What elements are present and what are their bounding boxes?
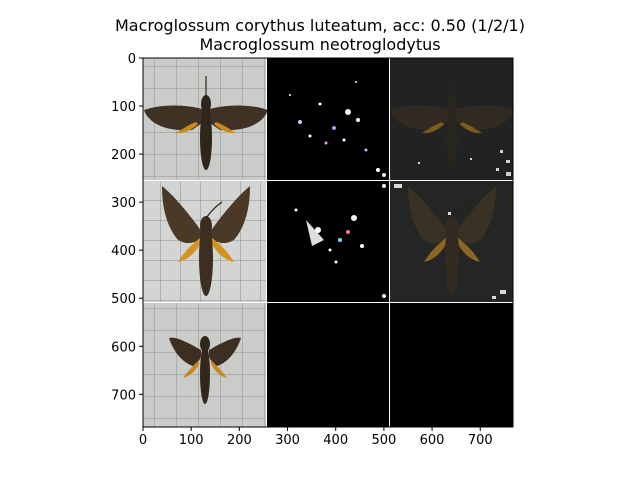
figure-title-line-1: Macroglossum corythus luteatum, acc: 0.5…	[115, 16, 525, 35]
masked-speckles-r1	[418, 150, 511, 176]
y-tick-label: 200	[111, 148, 136, 163]
panel-r3-c3-black	[390, 303, 513, 427]
y-tick-label: 500	[111, 292, 136, 307]
x-axis: 0 100 200 300 400 500 600 700	[139, 427, 493, 448]
masked-speckles-r2	[394, 184, 506, 299]
panel-r1-c2-saliency	[267, 58, 389, 180]
y-axis: 0 100 200 300 400 500 600 700	[111, 52, 143, 403]
y-tick-label: 300	[111, 196, 136, 211]
saliency-speckles-r1	[289, 81, 386, 177]
x-tick-label: 600	[420, 433, 445, 448]
y-tick-label: 700	[111, 388, 136, 403]
panel-r2-c2-saliency	[267, 181, 389, 302]
x-tick-label: 0	[139, 433, 147, 448]
x-tick-label: 200	[227, 433, 252, 448]
x-tick-label: 700	[468, 433, 493, 448]
figure-title-line-2: Macroglossum neotroglodytus	[199, 35, 441, 54]
x-tick-label: 500	[371, 433, 396, 448]
y-tick-label: 400	[111, 244, 136, 259]
y-tick-label: 600	[111, 340, 136, 355]
saliency-speckles-r2	[294, 184, 386, 298]
panel-r3-c2-black	[267, 303, 389, 427]
x-tick-label: 300	[275, 433, 300, 448]
x-tick-label: 400	[323, 433, 348, 448]
y-tick-label: 100	[111, 100, 136, 115]
y-tick-label: 0	[128, 52, 136, 67]
x-tick-label: 100	[179, 433, 204, 448]
axes-frame	[142, 57, 514, 428]
